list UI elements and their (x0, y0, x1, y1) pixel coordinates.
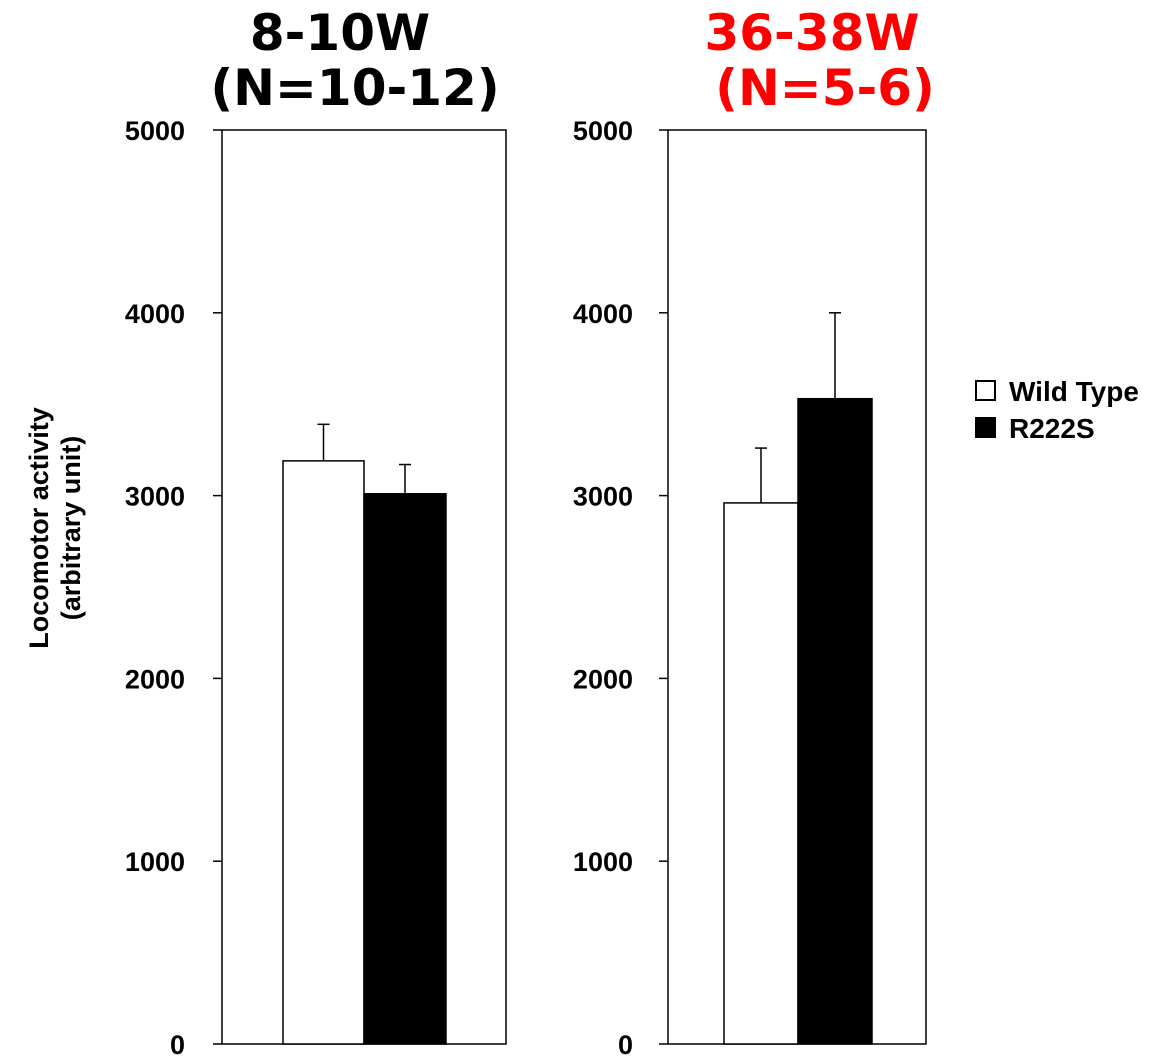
panel-1-y-ticks: 0 1000 2000 3000 4000 5000 (125, 116, 222, 1060)
panel-2-title-line2: (N=5-6) (715, 59, 935, 117)
panel-2-y-tick-label-5000: 5000 (573, 116, 633, 146)
panel-2-title-line1: 36-38W (704, 4, 919, 62)
panel-1-bars (282, 423, 447, 1045)
panel-1-bar-r222s (363, 493, 447, 1045)
panel-2-y-tick-label-1000: 1000 (573, 847, 633, 877)
panel-2-y-tick-label-0: 0 (618, 1030, 633, 1060)
panel-1-bar-wild-type (282, 460, 365, 1045)
panel-2: 36-38W (N=5-6) 0 1000 2000 3000 4000 5000 (573, 4, 935, 1060)
legend-label-wild-type: Wild Type (1009, 376, 1139, 407)
legend-label-r222s: R222S (1009, 413, 1095, 444)
panel-1-y-tick-label-3000: 3000 (125, 482, 185, 512)
panel-1-y-tick-label-4000: 4000 (125, 299, 185, 329)
panel-1-title-line1: 8-10W (250, 4, 430, 62)
panel-1-title-line2: (N=10-12) (210, 59, 499, 117)
legend-swatch-r222s (975, 417, 996, 438)
y-axis-label-line1: Locomotor activity (24, 407, 54, 649)
panel-1-y-tick-label-0: 0 (170, 1030, 185, 1060)
panel-1-y-tick-label-1000: 1000 (125, 847, 185, 877)
panel-2-bar-wild-type (723, 502, 799, 1045)
legend-swatch-wild-type (975, 380, 996, 401)
panel-2-y-tick-label-2000: 2000 (573, 664, 633, 694)
panel-2-y-tick-label-3000: 3000 (573, 482, 633, 512)
panel-1-y-tick-label-2000: 2000 (125, 664, 185, 694)
y-axis-label: Locomotor activity (arbitrary unit) (24, 407, 86, 649)
legend: Wild Type R222S (975, 376, 1139, 444)
panel-1: 8-10W (N=10-12) 0 1000 2000 3000 4000 5000 (125, 4, 507, 1060)
panel-2-y-tick-label-4000: 4000 (573, 299, 633, 329)
panel-2-y-ticks: 0 1000 2000 3000 4000 5000 (573, 116, 668, 1060)
panel-1-y-tick-label-5000: 5000 (125, 116, 185, 146)
panel-2-bars (723, 312, 873, 1045)
y-axis-label-line2: (arbitrary unit) (56, 436, 86, 621)
panel-2-bar-r222s (797, 397, 873, 1045)
